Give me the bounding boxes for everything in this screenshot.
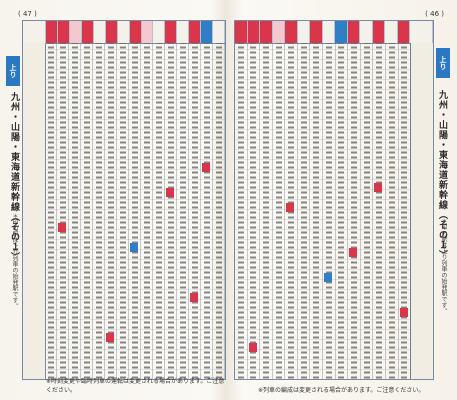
marker	[58, 223, 66, 232]
header-cell	[105, 21, 118, 43]
header-cell	[360, 21, 373, 43]
marker	[374, 183, 383, 192]
header-cell	[322, 21, 335, 43]
header-cell	[117, 21, 130, 43]
train-column	[69, 43, 81, 379]
header-cell	[397, 21, 410, 43]
train-column	[213, 43, 225, 379]
train-column	[323, 43, 336, 379]
left-page: ( 47 ) 上り 九州・山陽・東海道新幹線（その１） ＊印の駅は上り列車の始発…	[6, 8, 226, 396]
page-number: ( 47 )	[18, 10, 37, 18]
direction-tab: 上り	[436, 48, 450, 78]
train-header-row	[23, 21, 226, 44]
side-note: ＊印の駅は上り列車の始発駅です。	[440, 218, 447, 314]
header-cell	[285, 21, 298, 43]
train-column	[93, 43, 105, 379]
marker	[399, 308, 408, 317]
train-columns	[45, 43, 225, 379]
header-cell	[213, 21, 226, 43]
marker	[166, 188, 174, 197]
marker	[202, 163, 210, 172]
page-number: ( 46 )	[425, 10, 444, 18]
footer-note: ※時刻変更や臨時列車の運転は変更される場合があります。ご注意ください。	[46, 378, 225, 394]
timetable-grid	[22, 20, 226, 380]
train-column	[57, 43, 69, 379]
marker	[324, 273, 333, 282]
train-column	[297, 43, 311, 379]
train-column	[129, 43, 141, 379]
header-cell	[57, 21, 70, 43]
train-column	[165, 43, 177, 379]
header-cell	[347, 21, 360, 43]
header-cell	[141, 21, 154, 43]
marker	[130, 243, 138, 252]
header-cell	[201, 21, 214, 43]
footer-note: ※列車の編成は変更される場合があります。ご注意ください。	[258, 387, 425, 394]
train-column	[373, 43, 386, 379]
header-cell	[247, 21, 260, 43]
train-column	[153, 43, 165, 379]
header-cell	[129, 21, 142, 43]
right-page: ( 46 ) 上り 九州・山陽・東海道新幹線（その１） ＊印の駅は上り列車の始発…	[232, 8, 450, 396]
header-cell	[153, 21, 166, 43]
station-column	[410, 43, 433, 379]
header-cell	[177, 21, 190, 43]
header-cell	[69, 21, 82, 43]
timetable-grid	[234, 20, 434, 380]
header-cell	[260, 21, 273, 43]
header-cell	[297, 21, 310, 43]
header-cell	[372, 21, 385, 43]
train-column	[398, 43, 412, 379]
direction-tab: 上り	[6, 56, 20, 86]
header-cell	[385, 21, 398, 43]
train-header-row	[235, 21, 433, 44]
header-cell	[46, 21, 58, 43]
train-column	[310, 43, 324, 379]
route-title: 九州・山陽・東海道新幹線（その１）	[437, 90, 447, 260]
train-column	[117, 43, 129, 379]
header-cell	[235, 21, 248, 43]
train-column	[360, 43, 374, 379]
train-column	[385, 43, 399, 379]
train-column	[177, 43, 189, 379]
train-column	[235, 43, 248, 379]
train-column	[348, 43, 361, 379]
marker	[106, 333, 114, 342]
header-cell	[410, 21, 433, 43]
header-cell	[189, 21, 202, 43]
train-column	[81, 43, 93, 379]
train-column	[247, 43, 261, 379]
header-cell	[23, 21, 46, 43]
train-column	[189, 43, 201, 379]
station-column	[23, 43, 46, 379]
train-column	[272, 43, 286, 379]
header-cell	[81, 21, 94, 43]
header-cell	[93, 21, 106, 43]
route-title: 九州・山陽・東海道新幹線（その１）	[9, 92, 19, 262]
header-cell	[272, 21, 285, 43]
train-columns	[235, 43, 412, 379]
marker	[248, 343, 257, 352]
train-column	[45, 43, 57, 379]
train-column	[285, 43, 298, 379]
train-column	[335, 43, 349, 379]
marker	[190, 293, 198, 302]
header-cell	[310, 21, 323, 43]
train-column	[105, 43, 117, 379]
header-cell	[165, 21, 178, 43]
train-column	[141, 43, 153, 379]
train-column	[260, 43, 273, 379]
header-cell	[335, 21, 348, 43]
marker	[349, 248, 358, 257]
marker	[286, 203, 295, 212]
train-column	[201, 43, 213, 379]
side-note: ＊印の駅は上り列車の始発駅です。	[11, 213, 18, 309]
